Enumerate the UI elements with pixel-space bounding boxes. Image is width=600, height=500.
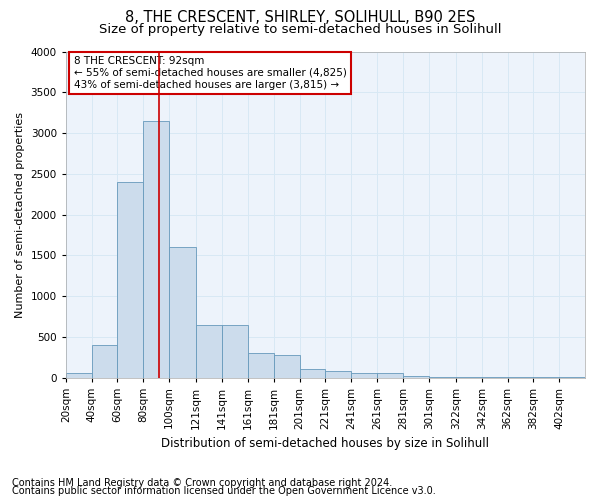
Text: 8, THE CRESCENT, SHIRLEY, SOLIHULL, B90 2ES: 8, THE CRESCENT, SHIRLEY, SOLIHULL, B90 … — [125, 10, 475, 25]
Y-axis label: Number of semi-detached properties: Number of semi-detached properties — [15, 112, 25, 318]
Bar — [248, 353, 274, 378]
X-axis label: Distribution of semi-detached houses by size in Solihull: Distribution of semi-detached houses by … — [161, 437, 490, 450]
Text: Contains HM Land Registry data © Crown copyright and database right 2024.: Contains HM Land Registry data © Crown c… — [12, 478, 392, 488]
Bar — [403, 376, 429, 378]
Bar — [325, 372, 351, 378]
Bar — [351, 372, 377, 378]
Bar — [222, 324, 248, 378]
Bar — [274, 354, 299, 378]
Bar — [299, 368, 325, 378]
Bar — [143, 121, 169, 378]
Bar — [118, 182, 143, 378]
Text: Size of property relative to semi-detached houses in Solihull: Size of property relative to semi-detach… — [99, 22, 501, 36]
Bar — [429, 377, 456, 378]
Bar — [92, 345, 118, 378]
Bar — [196, 324, 222, 378]
Bar — [169, 247, 196, 378]
Text: 8 THE CRESCENT: 92sqm
← 55% of semi-detached houses are smaller (4,825)
43% of s: 8 THE CRESCENT: 92sqm ← 55% of semi-deta… — [74, 56, 346, 90]
Bar — [377, 374, 403, 378]
Text: Contains public sector information licensed under the Open Government Licence v3: Contains public sector information licen… — [12, 486, 436, 496]
Bar — [66, 374, 92, 378]
